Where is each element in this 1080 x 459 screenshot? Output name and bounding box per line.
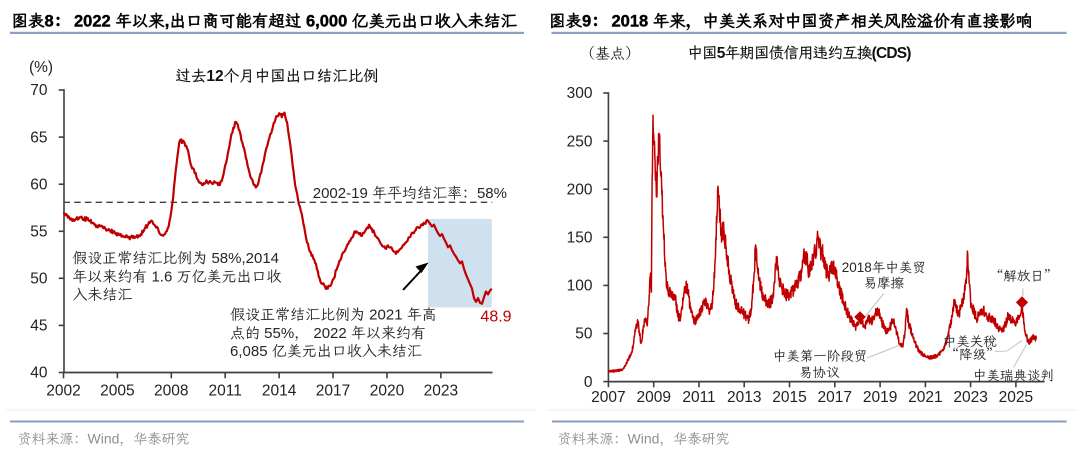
svg-text:中美关税: 中美关税 [943,334,997,349]
svg-text:点的 55%， 2022 年以来约有: 点的 55%， 2022 年以来约有 [230,325,426,342]
svg-text:2013: 2013 [727,389,761,406]
svg-text:易协议: 易协议 [799,365,840,380]
svg-text:65: 65 [30,129,47,146]
svg-text:45: 45 [30,318,47,335]
svg-text:过去12个月中国出口结汇比例: 过去12个月中国出口结汇比例 [175,68,378,85]
svg-text:“解放日”: “解放日” [990,265,1058,285]
svg-text:55: 55 [30,224,47,241]
svg-text:250: 250 [567,133,593,150]
svg-text:50: 50 [575,326,593,343]
svg-text:2017: 2017 [818,389,852,406]
svg-text:资料来源：Wind，华泰研究: 资料来源：Wind，华泰研究 [18,431,190,447]
svg-text:2011: 2011 [682,389,715,406]
svg-text:“降级”: “降级” [946,343,1000,363]
svg-text:2018年中美贸: 2018年中美贸 [842,260,926,275]
svg-text:中国5年期国债信用违约互换(CDS): 中国5年期国债信用违约互换(CDS) [687,45,911,62]
svg-text:100: 100 [567,278,593,295]
svg-text:2021: 2021 [908,389,942,406]
svg-text:2008: 2008 [154,383,188,400]
svg-text:入未结汇: 入未结汇 [72,287,132,304]
svg-text:假设正常结汇比例为 2021 年高: 假设正常结汇比例为 2021 年高 [230,307,437,324]
svg-text:50: 50 [30,271,48,288]
svg-text:图表8：: 图表8： [12,13,71,31]
svg-text:2023: 2023 [953,389,987,406]
svg-text:中美第一阶段贸: 中美第一阶段贸 [773,349,868,364]
svg-text:150: 150 [567,230,593,247]
svg-text:70: 70 [30,82,48,99]
svg-text:中美瑞典谈判: 中美瑞典谈判 [973,368,1054,383]
svg-text:图表9：: 图表9： [549,13,608,31]
svg-text:(%): (%) [29,59,53,76]
svg-text:2023: 2023 [424,383,458,400]
svg-text:2018 年来，中美关系对中国资产相关风险溢价有直接影响: 2018 年来，中美关系对中国资产相关风险溢价有直接影响 [612,13,1033,31]
svg-text:2015: 2015 [772,389,806,406]
svg-text:2014: 2014 [262,383,297,400]
svg-text:2020: 2020 [370,383,405,400]
svg-text:60: 60 [30,176,48,193]
svg-text:年以来约有 1.6 万亿美元出口收: 年以来约有 1.6 万亿美元出口收 [72,268,281,285]
svg-text:易摩擦: 易摩擦 [864,276,905,291]
svg-text:2017: 2017 [316,383,350,400]
svg-text:2002-19 年平均结汇率：58%: 2002-19 年平均结汇率：58% [313,185,507,202]
svg-text:0: 0 [584,374,593,391]
svg-text:48.9: 48.9 [480,309,511,326]
svg-text:2007: 2007 [591,389,625,406]
svg-text:6,085 亿美元出口收入未结汇: 6,085 亿美元出口收入未结汇 [230,343,422,360]
svg-text:假设正常结汇比例为 58%,2014: 假设正常结汇比例为 58%,2014 [72,250,279,267]
svg-text:2022 年以来,出口商可能有超过 6,000 亿美元出口收: 2022 年以来,出口商可能有超过 6,000 亿美元出口收入未结汇 [74,13,517,31]
svg-text:2005: 2005 [100,383,134,400]
svg-text:2025: 2025 [999,389,1033,406]
svg-text:40: 40 [30,365,48,382]
svg-text:（基点）: （基点） [580,46,640,63]
svg-text:2009: 2009 [636,389,670,406]
svg-text:200: 200 [567,181,593,198]
svg-text:资料来源：Wind，华泰研究: 资料来源：Wind，华泰研究 [558,431,730,447]
svg-text:2002: 2002 [46,383,80,400]
svg-text:300: 300 [567,85,593,102]
svg-text:2011: 2011 [209,383,242,400]
svg-text:2019: 2019 [863,389,897,406]
